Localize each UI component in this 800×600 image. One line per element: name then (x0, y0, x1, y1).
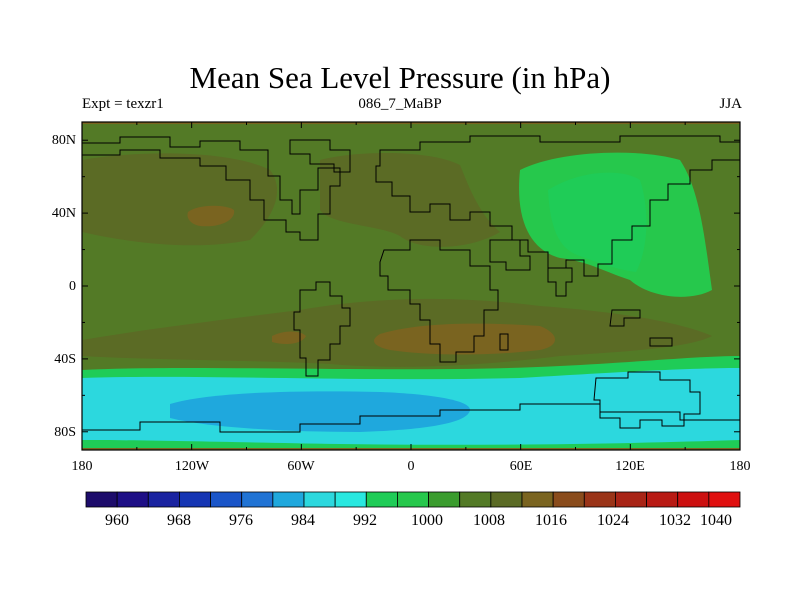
colorbar-label: 976 (229, 512, 253, 529)
pressure-region-southern-ocean-trough-core (170, 391, 470, 432)
colorbar-swatch (459, 491, 492, 508)
y-tick-label: 80N (51, 133, 76, 148)
colorbar-swatch (116, 491, 149, 508)
colorbar-swatch (210, 491, 243, 508)
colorbar-swatch (85, 491, 118, 508)
x-tick-label: 120E (615, 459, 645, 474)
colorbar (85, 491, 741, 508)
coastline-arabia (489, 239, 531, 271)
y-tick-label: 40S (54, 352, 76, 367)
pressure-field (82, 122, 740, 450)
y-tick-label: 80S (54, 425, 76, 440)
colorbar-swatch (615, 491, 647, 508)
colorbar-swatch (708, 491, 741, 508)
coastline-australia (593, 371, 701, 429)
coastline (82, 135, 740, 433)
colorbar-label: 960 (105, 512, 129, 529)
x-tick-label: 120W (174, 459, 210, 474)
colorbar-swatch (303, 491, 336, 508)
colorbar-swatch (334, 491, 367, 508)
coastline-indonesia (609, 309, 673, 347)
colorbar-swatch (428, 491, 461, 508)
colorbar-swatch (646, 491, 679, 508)
x-tick-label: 180 (729, 459, 751, 474)
coastline-africa (379, 239, 499, 363)
coastline-antarctic-shelf (82, 403, 740, 433)
colorbar-label: 1024 (597, 512, 629, 529)
period-label: 086_7_MaBP (358, 96, 442, 112)
colorbar-swatch (552, 491, 585, 508)
x-tick-label: 180 (71, 459, 93, 474)
colorbar-label: 1008 (473, 512, 505, 529)
colorbar-swatch (147, 491, 180, 508)
colorbar-swatch (179, 491, 211, 508)
colorbar-label: 992 (353, 512, 377, 529)
colorbar-label: 1040 (700, 512, 732, 529)
colorbar-label: 984 (291, 512, 315, 529)
x-tick-label: 60W (287, 459, 315, 474)
colorbar-swatch (272, 491, 305, 508)
colorbar-swatch (490, 491, 523, 508)
coastline-south-america (293, 281, 351, 377)
x-tick-label: 60E (509, 459, 533, 474)
colorbar-label: 968 (167, 512, 191, 529)
colorbar-swatch (677, 491, 710, 508)
colorbar-label: 1016 (535, 512, 567, 529)
pressure-region-north-pacific-high-core (187, 205, 235, 227)
coastline-madagascar (499, 333, 509, 351)
coastline-greenland (289, 139, 351, 173)
colorbar-swatch (521, 491, 554, 508)
axis-ticks (81, 122, 741, 450)
pressure-region-north-pacific-high (82, 153, 278, 246)
y-tick-label: 40N (51, 206, 76, 221)
coastline-eurasia (375, 135, 740, 277)
y-tick-label: 0 (69, 279, 76, 294)
colorbar-label: 1000 (411, 512, 443, 529)
coastline-north-america (82, 136, 341, 241)
colorbar-swatch (397, 491, 429, 508)
experiment-label: Expt = texzr1 (82, 96, 164, 112)
colorbar-swatch (365, 491, 398, 508)
colorbar-swatch (583, 491, 616, 508)
chart-title: Mean Sea Level Pressure (in hPa) (189, 60, 611, 95)
coastline-india (547, 267, 573, 297)
colorbar-swatch (241, 491, 274, 508)
pressure-region-asian-low-core (548, 172, 647, 272)
season-label: JJA (719, 96, 742, 112)
colorbar-label: 1032 (659, 512, 691, 529)
x-tick-label: 0 (407, 459, 415, 474)
